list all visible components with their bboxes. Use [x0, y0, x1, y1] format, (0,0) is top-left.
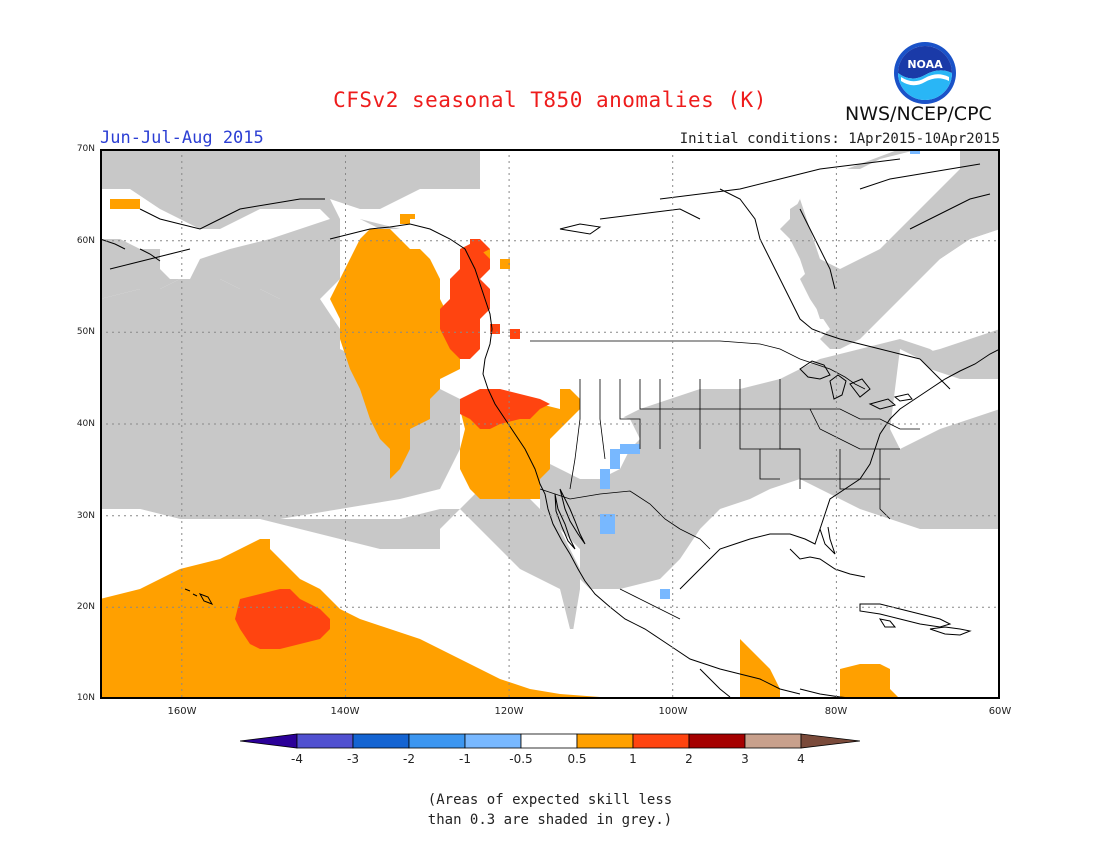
colorbar-bin-5: [520, 733, 578, 749]
colorbar-tick-7: 2: [685, 752, 693, 766]
colorbar-tick-6: 1: [629, 752, 637, 766]
lat-label-30n: 30N: [76, 511, 95, 521]
colorbar-tick-0: -4: [291, 752, 303, 766]
lon-label-160w: 160W: [167, 706, 197, 717]
colorbar-bin-0: [240, 733, 298, 749]
colorbar-tick-3: -1: [459, 752, 471, 766]
graticule: [100, 149, 1000, 699]
colorbar-bin-8: [688, 733, 746, 749]
colorbar-tick-8: 3: [741, 752, 749, 766]
colorbar-bin-10: [800, 733, 860, 749]
colorbar: [240, 733, 860, 749]
colorbar-bin-7: [632, 733, 690, 749]
colorbar-bin-1: [296, 733, 354, 749]
coastlines: [100, 158, 1000, 699]
agency-label: NWS/NCEP/CPC: [845, 103, 992, 125]
map-frame: [100, 149, 1000, 699]
colorbar-bin-9: [744, 733, 802, 749]
lon-label-140w: 140W: [330, 706, 360, 717]
cool-anomaly-areas: [600, 149, 920, 599]
noaa-logo: NOAA: [894, 42, 956, 104]
lon-label-60w: 60W: [988, 706, 1012, 717]
lat-label-50n: 50N: [76, 327, 95, 337]
anomaly-map: [100, 149, 1000, 699]
colorbar-bin-6: [576, 733, 634, 749]
season-label: Jun-Jul-Aug 2015: [100, 128, 264, 148]
strong-warm-anomaly-areas: [235, 239, 550, 649]
lat-label-10n: 10N: [76, 693, 95, 703]
initial-conditions-label: Initial conditions: 1Apr2015-10Apr2015: [679, 131, 1000, 147]
lat-label-40n: 40N: [76, 419, 95, 429]
neutral-areas: [100, 149, 1000, 699]
map-title: CFSv2 seasonal T850 anomalies (K): [333, 88, 767, 112]
noaa-logo-text: NOAA: [907, 58, 943, 71]
skill-note-line-2: than 0.3 are shaded in grey.): [427, 812, 673, 828]
colorbar-tick-1: -3: [347, 752, 359, 766]
lat-label-60n: 60N: [76, 236, 95, 246]
lat-label-20n: 20N: [76, 602, 95, 612]
skill-note-line-1: (Areas of expected skill less: [427, 792, 673, 808]
colorbar-bin-2: [352, 733, 410, 749]
lon-label-80w: 80W: [824, 706, 848, 717]
lon-label-120w: 120W: [494, 706, 524, 717]
warm-anomaly-areas: [100, 199, 900, 699]
colorbar-bin-3: [408, 733, 466, 749]
colorbar-tick-4: -0.5: [509, 752, 533, 766]
colorbar-bin-4: [464, 733, 522, 749]
political-borders: [530, 340, 920, 620]
lat-label-70n: 70N: [76, 144, 95, 154]
map-canvas: [100, 149, 1000, 699]
colorbar-tick-2: -2: [403, 752, 415, 766]
colorbar-tick-9: 4: [797, 752, 805, 766]
colorbar-tick-5: 0.5: [567, 752, 587, 766]
lon-label-100w: 100W: [658, 706, 688, 717]
great-lakes: [799, 360, 913, 410]
